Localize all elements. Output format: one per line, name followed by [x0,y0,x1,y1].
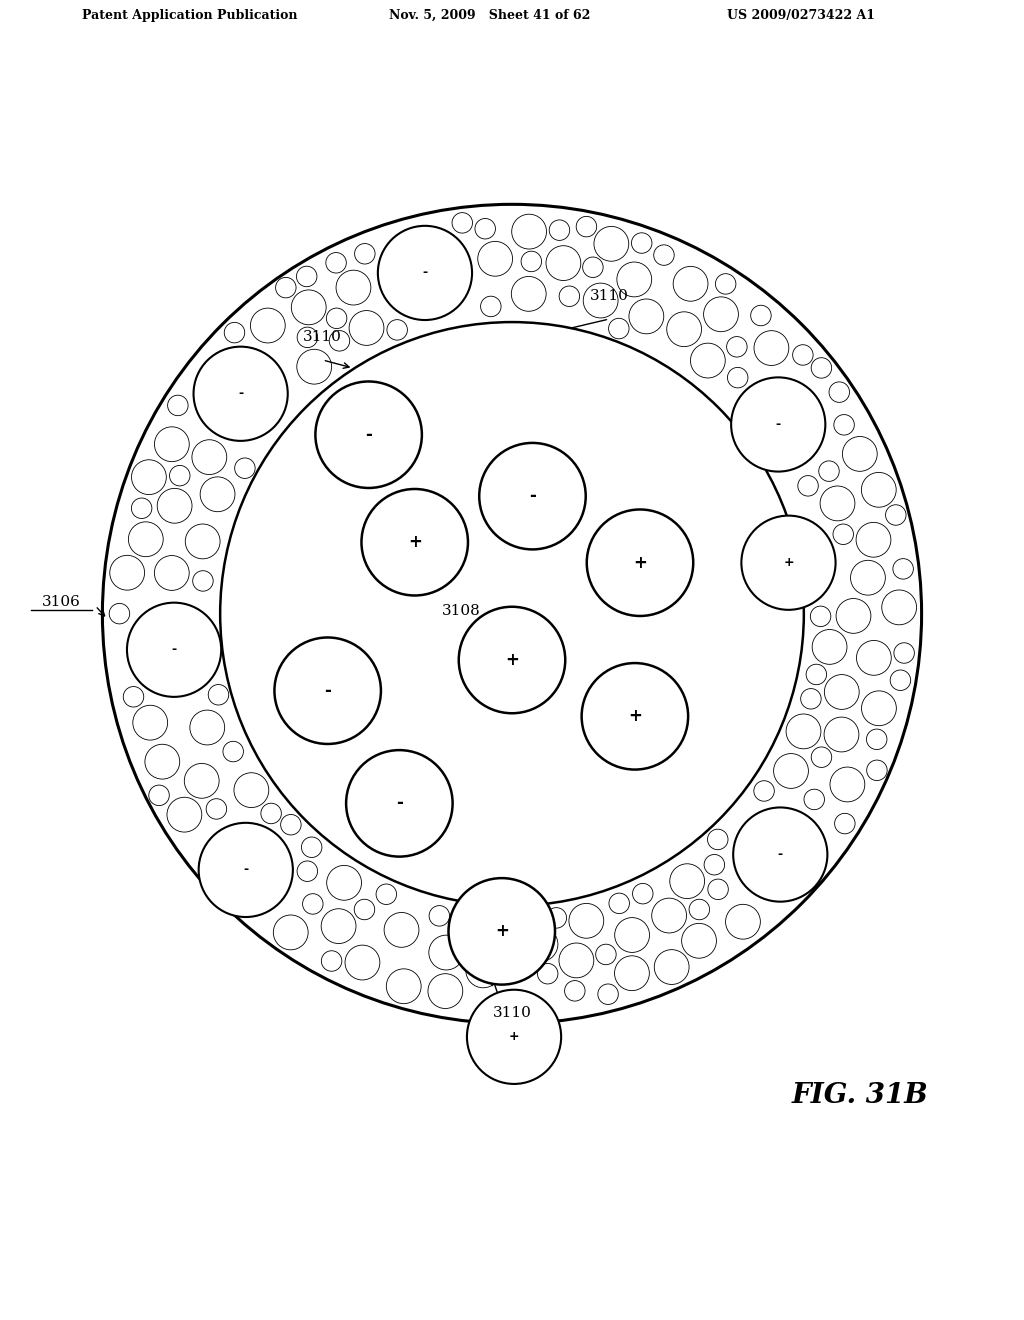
Text: 3106: 3106 [42,594,81,609]
Circle shape [741,516,836,610]
Text: US 2009/0273422 A1: US 2009/0273422 A1 [727,9,876,22]
Text: Patent Application Publication: Patent Application Publication [82,9,297,22]
Circle shape [449,878,555,985]
Text: FIG. 31B: FIG. 31B [792,1081,929,1109]
Circle shape [467,990,561,1084]
Text: -: - [396,795,402,812]
Circle shape [199,822,293,917]
Text: Nov. 5, 2009   Sheet 41 of 62: Nov. 5, 2009 Sheet 41 of 62 [389,9,591,22]
Circle shape [127,603,221,697]
Text: +: + [628,708,642,725]
Text: -: - [325,681,331,700]
Circle shape [459,607,565,713]
Circle shape [220,322,804,906]
Circle shape [731,378,825,471]
Text: +: + [633,553,647,572]
Text: -: - [238,387,244,400]
Text: +: + [408,533,422,552]
Text: -: - [243,863,249,876]
Text: +: + [495,923,509,940]
Text: 3110: 3110 [493,1006,531,1020]
Circle shape [346,750,453,857]
Circle shape [587,510,693,616]
Circle shape [378,226,472,319]
Text: -: - [777,847,783,861]
Text: 3110: 3110 [303,330,342,345]
Text: -: - [775,418,781,430]
Circle shape [479,444,586,549]
Text: +: + [509,1031,519,1043]
Circle shape [194,347,288,441]
Text: +: + [783,556,794,569]
Text: -: - [422,267,428,280]
Circle shape [315,381,422,488]
Circle shape [582,663,688,770]
Text: 3108: 3108 [441,603,480,618]
Circle shape [274,638,381,744]
Text: 3110: 3110 [590,289,629,304]
Text: -: - [366,426,372,444]
Circle shape [733,808,827,902]
Text: +: + [505,651,519,669]
Circle shape [102,205,922,1023]
Circle shape [361,488,468,595]
Text: -: - [529,487,536,506]
Text: -: - [171,643,177,656]
